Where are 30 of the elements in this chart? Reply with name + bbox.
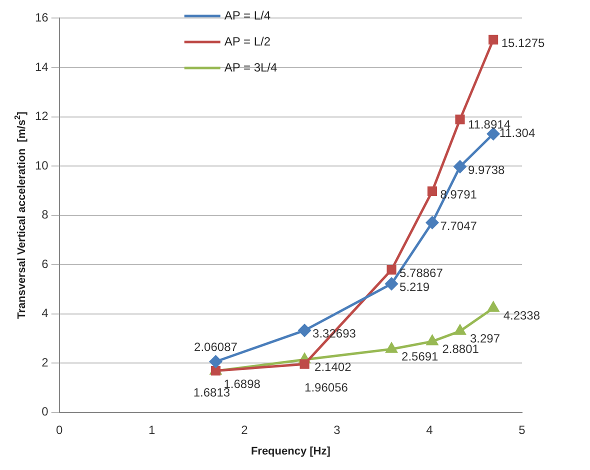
y-tick-label: 2	[42, 355, 49, 370]
x-tick-label: 5	[518, 422, 526, 437]
data-label: 5.78867	[400, 266, 444, 280]
data-label: 7.7047	[440, 218, 478, 233]
x-axis-title: Frequency [Hz]	[250, 445, 331, 458]
y-tick-label: 12	[34, 109, 49, 124]
x-tick-label: 0	[56, 422, 64, 437]
data-label: 5.219	[400, 280, 430, 294]
x-tick-label: 1	[148, 422, 156, 437]
y-tick-label: 10	[34, 158, 49, 172]
data-label: 2.06087	[194, 340, 238, 354]
y-tick-label: 14	[34, 60, 49, 74]
y-tick-label: 8	[42, 208, 49, 222]
y-tick-label: 4	[42, 306, 49, 320]
y-tick-label: 6	[42, 256, 49, 271]
y-tick-label: 16	[34, 10, 49, 25]
x-tick-label: 3	[334, 422, 341, 437]
x-tick-label: 4	[426, 422, 434, 437]
data-label: 4.2338	[503, 308, 540, 322]
data-label: 15.1275	[501, 36, 546, 50]
data-label: 9.9738	[468, 162, 506, 177]
x-tick-label: 2	[241, 422, 248, 437]
legend-label: AP = 3L/4	[224, 60, 278, 74]
data-label: 1.96056	[304, 380, 348, 394]
data-label: 2.5691	[402, 349, 439, 364]
legend-label: AP = L/4	[224, 8, 271, 22]
legend-label: AP = L/2	[224, 34, 271, 48]
y-axis-title: Transversal Vertical acceleration [m/s2]	[13, 111, 28, 320]
data-label: 2.1402	[314, 360, 352, 374]
y-tick-label: 0	[42, 404, 49, 419]
